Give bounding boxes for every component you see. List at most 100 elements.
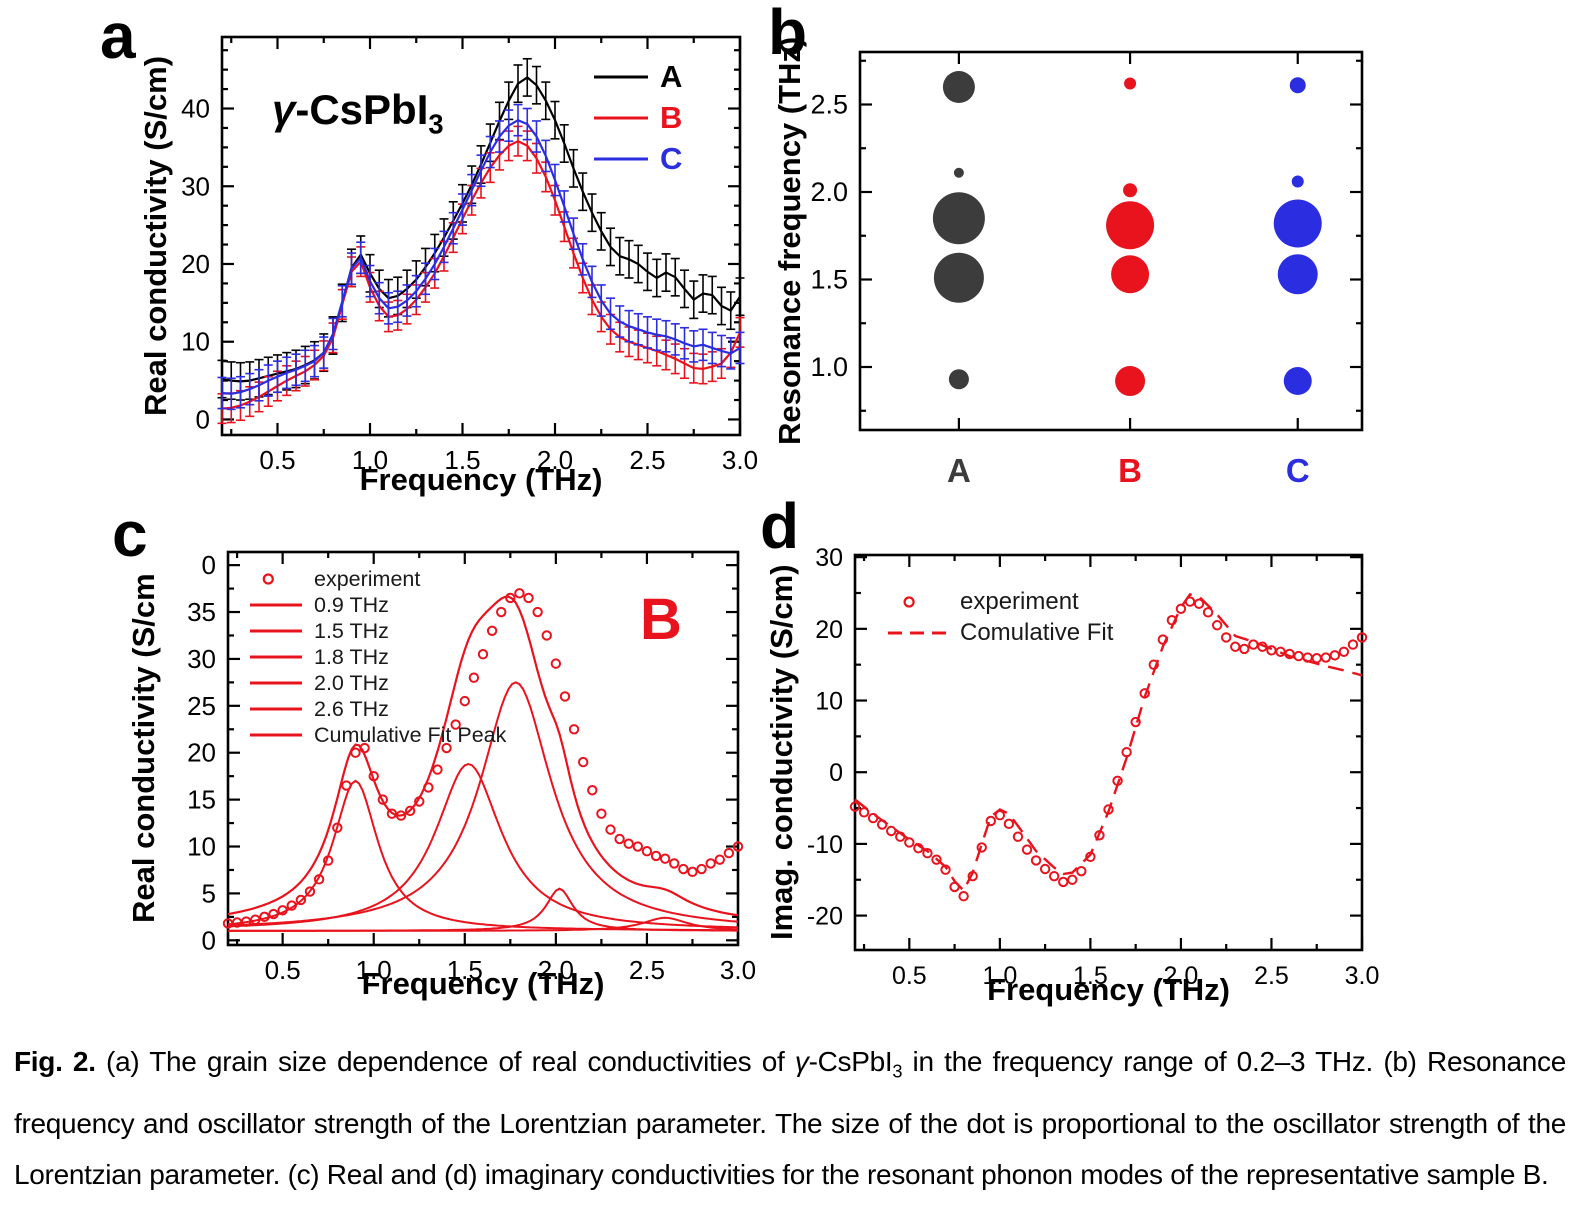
caption-gamma: γ [794,1046,809,1077]
panel-b-y-axis-title: Resonance frequency (THz) [772,36,807,446]
oscillator-bubble-B [1111,255,1150,294]
y-tick-label: 0 [202,925,216,955]
x-tick-label: 0.5 [265,955,301,985]
panel-a-x-axis-title: Frequency (THz) [359,462,603,497]
experiment-point [514,588,525,599]
oscillator-bubble-B [1123,183,1138,198]
y-tick-label: 35 [187,597,216,627]
y-tick-label: -20 [807,903,843,931]
plot-frame [226,550,740,947]
experiment-point [414,796,425,807]
experiment-point [705,858,716,869]
experiment-point [441,742,452,754]
experiment-point [486,625,498,636]
y-tick-label: 20 [181,249,210,279]
experiment-point [295,894,307,906]
legend-label: C [660,140,683,176]
experiment-point [250,914,261,925]
panel-b-letter: b [768,0,808,68]
experiment-point [395,810,407,821]
category-label-C: C [1286,452,1310,489]
legend-entry-2.0-thz: 2.0 THz [248,670,506,696]
legend-entry-experiment: experiment [886,586,1113,617]
experiment-point [605,824,616,835]
experiment-point [732,841,744,852]
panel-c-letter: c [112,498,148,570]
experiment-point [1058,876,1069,888]
x-tick-label: 0.5 [892,962,927,990]
experiment-point [1220,632,1232,643]
experiment-point [849,801,861,812]
x-tick-label: 1.5 [447,955,483,985]
legend-circle-marker [248,568,306,590]
y-tick-label: 2.0 [810,177,848,207]
experiment-point [386,808,398,819]
experiment-point [1030,855,1042,866]
legend-entry-1.5-thz: 1.5 THz [248,618,506,644]
sample-b-annotation: B [640,587,682,652]
x-tick-label: 3.0 [1345,962,1380,990]
y-tick-label: 2.5 [810,90,848,120]
experiment-point [650,850,662,862]
y-tick-label: 10 [815,688,843,716]
legend-line-marker [592,66,652,88]
experiment-point [505,592,516,604]
experiment-point [1356,632,1368,643]
oscillator-bubble-C [1273,199,1322,248]
oscillator-bubble-C [1291,175,1304,188]
fit-component-2.6THz [228,916,739,932]
legend-entry-b: B [592,97,682,138]
y-tick-label: 10 [181,327,210,357]
legend-entry-comulative-fit: Comulative Fit [886,617,1113,648]
panel-a-letter: a [100,0,136,72]
experiment-point [268,908,279,920]
experiment-point [886,825,897,837]
fit-component-1.8THz [227,681,739,927]
y-tick-label: 40 [181,94,210,124]
figure-caption: Fig. 2. (a) The grain size dependence of… [14,1046,1567,1190]
cumulative-fit-curve [227,595,739,917]
legend-label: Cumulative Fit Peak [314,722,507,747]
experiment-point [696,863,707,875]
experiment-point [1039,863,1051,875]
experiment-point [377,794,389,805]
panel-a-y-axis-title: Real conductivity (S/cm) [138,55,173,417]
experiment-point [1202,607,1214,618]
legend-entry-cumulative-fit-peak: Cumulative Fit Peak [248,722,506,748]
legend-line-marker [886,622,952,644]
experiment-point [477,649,489,660]
legend-label: 0.9 THz [314,592,389,617]
oscillator-bubble-C [1283,367,1312,395]
experiment-point [286,900,297,911]
legend-line-marker [248,594,306,616]
y-tick-label: 15 [187,785,216,815]
y-tick-label: 0 [196,404,210,434]
legend-label: B [660,99,683,135]
gamma-symbol: γ [272,86,296,133]
experiment-point [1175,603,1187,614]
experiment-point [432,764,443,775]
experiment-point [1193,598,1205,609]
legend-entry-a: A [592,56,682,97]
experiment-point [322,855,334,866]
experiment-point [1347,639,1359,650]
x-tick-label: 2.0 [1164,962,1199,990]
panel-c-x-axis-title: Frequency (THz) [361,966,605,1001]
experiment-point [632,841,644,852]
experiment-point [623,838,634,849]
panel-d-y-axis-title: Imag. conductivity (S/cm) [764,564,799,941]
legend-line-marker [248,646,306,668]
experiment-point [1211,620,1223,631]
experiment-point [687,866,698,878]
experiment-point [550,658,562,669]
experiment-point [277,905,288,916]
legend-label: experiment [314,566,421,591]
experiment-point [1320,652,1331,663]
y-tick-label: 1.5 [810,265,848,295]
oscillator-bubble-A [948,369,969,390]
legend-line-marker [248,724,306,746]
y-tick-label: 5 [202,878,216,908]
oscillator-bubble-B [1106,201,1155,250]
experiment-point [1329,650,1341,661]
panel-c-legend: experiment 0.9 THz 1.5 THz 1.8 THz 2.0 THz 2.… [248,566,506,748]
